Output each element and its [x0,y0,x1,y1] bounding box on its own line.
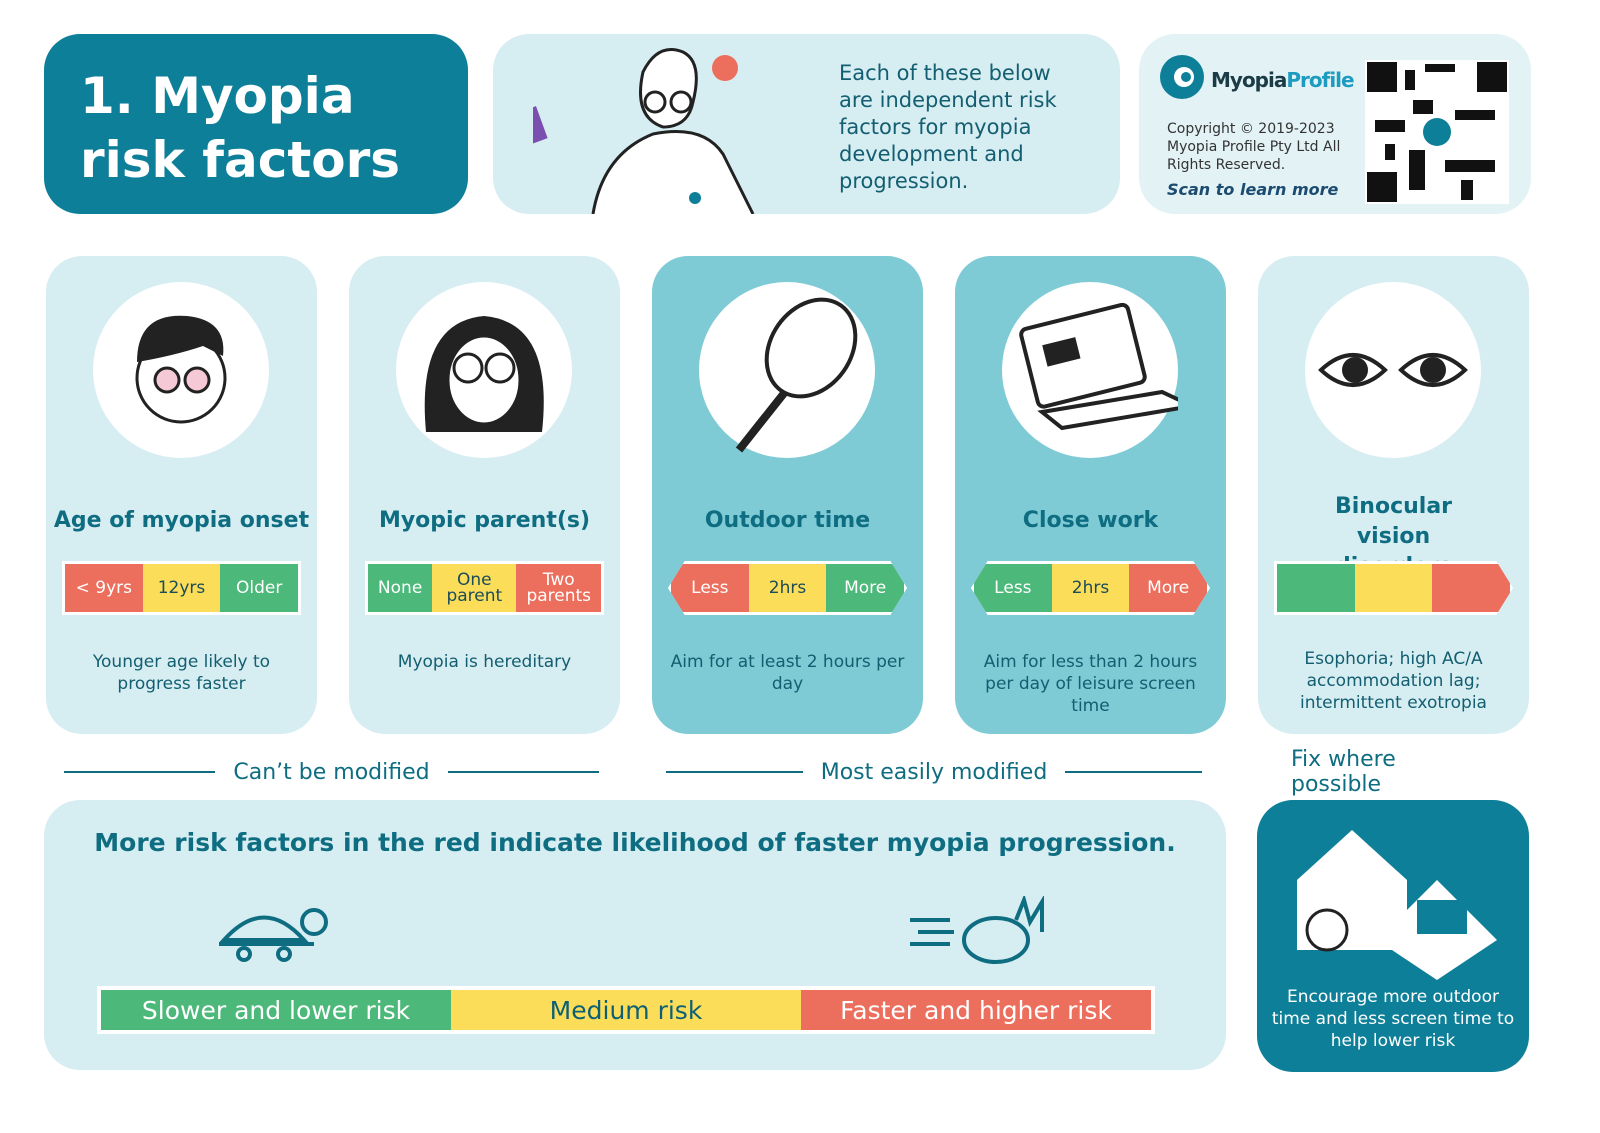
brand-part: Profile [1286,68,1354,92]
icon-circle [1002,282,1199,458]
card-description: Aim for less than 2 hours per day of lei… [983,652,1198,716]
card-description: Aim for at least 2 hours per day [670,652,905,694]
risk-scale: Less 2hrs More [668,561,907,615]
qr-code [1365,60,1509,204]
scale-segment: Older [220,564,299,612]
brand: MyopiaProfile [1211,68,1355,92]
tip-illustration [1297,830,1497,980]
rabbit-icon [910,896,1044,964]
risk-scale: < 9yrs 12yrs Older [62,561,301,615]
scale-segment: More [1129,564,1208,612]
brand-part: Myopia [1211,68,1287,92]
scale-segment: < 9yrs [65,564,143,612]
legend-item: Faster and higher risk [801,990,1151,1030]
risk-legend: Slower and lower risk Medium risk Faster a… [97,986,1155,1034]
icon [735,297,858,453]
card-description: Esophoria; high AC/A accommodation lag; … [1300,649,1487,713]
legend-item: Slower and lower risk [101,990,451,1030]
scale-segment: 2hrs [1051,564,1130,612]
card-title: Age of myopia onset [53,508,310,533]
scale-segment: One parent [432,564,517,612]
tip-box: Encourage more outdoor time and less scr… [1257,800,1529,1072]
icon-circle [699,282,875,458]
icon-circle [1305,282,1481,458]
brand-logo [1160,55,1204,99]
intro-box: Each of these below are independent risk… [493,34,1120,214]
risk-card: Close work Less 2hrs More Aim for less than … [955,256,1226,734]
icon [424,316,544,432]
icon-circle [396,282,572,458]
illustration [533,48,755,214]
card-description: Myopia is hereditary [397,652,572,672]
group-text: Most easily modified [820,759,1048,785]
card-title: Close work [1022,508,1159,533]
card-title: Myopic parent(s) [378,508,591,533]
risk-scale: None One parent Two parents [365,561,604,615]
copyright: Copyright © 2019-2023 Myopia Profile Pty… [1167,121,1341,173]
group-label: Can’t be modified [46,758,617,786]
risk-scale: Less 2hrs More [971,561,1210,615]
group-text: Fix where possible [1291,747,1396,797]
scan-text: Scan to learn more [1167,180,1339,199]
icon [1318,353,1468,387]
scale-segment: 2hrs [748,564,827,612]
group-label: Most easily modified [648,758,1220,786]
risk-scale [1274,561,1513,615]
footer-box: More risk factors in the red indicate li… [44,800,1226,1070]
icon [1019,302,1199,431]
scale-segment [1354,564,1433,612]
scale-segment [1432,564,1511,612]
intro-text: Each of these below are independent risk… [839,61,1057,193]
scale-segment: More [826,564,905,612]
scale-segment: Two parents [516,564,602,612]
risk-card: Myopic parent(s) None One parent Two parent… [349,256,620,734]
icon-circle [93,282,269,458]
scale-segment: None [368,564,433,612]
scale-segment: Less [974,564,1052,612]
scale-segment [1277,564,1355,612]
title-box: 1. Myopia risk factors [44,34,468,214]
turtle-icon [219,908,328,962]
legend-item: Medium risk [451,990,801,1030]
card-title: Outdoor time [704,508,871,533]
footer-heading: More risk factors in the red indicate li… [94,828,1176,857]
risk-card: Age of myopia onset < 9yrs 12yrs Older Young… [46,256,317,734]
brand-box: MyopiaProfile Copyright © 2019-2023 Myop… [1139,34,1531,214]
card-description: Younger age likely to progress faster [92,652,271,694]
risk-card: Outdoor time Less 2hrs More Aim for at least… [652,256,923,734]
scale-segment: Less [671,564,749,612]
icon [135,315,227,424]
tip-text: Encourage more outdoor time and less scr… [1271,987,1515,1051]
scale-segment: 12yrs [142,564,221,612]
risk-card: Binocular vision disordersEsophoria; hig… [1258,256,1529,734]
title: 1. Myopia risk factors [80,67,401,189]
group-label: Fix where possible [1255,747,1528,797]
group-text: Can’t be modified [233,759,430,785]
